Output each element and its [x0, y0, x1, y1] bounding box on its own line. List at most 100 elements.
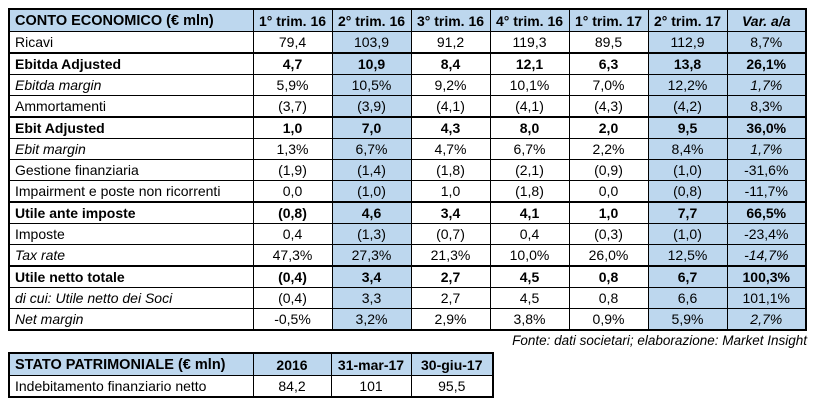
value-cell: 7,7: [647, 201, 728, 224]
value-cell: 10,0%: [489, 244, 570, 267]
value-cell: 1,0: [410, 180, 491, 203]
value-cell: 4,7: [252, 52, 333, 75]
value-cell: (1,4): [331, 159, 412, 181]
value-cell: 101: [330, 375, 412, 398]
value-cell: (0,4): [252, 287, 333, 309]
value-cell: (0,8): [252, 201, 333, 224]
value-cell: 1,7%: [726, 74, 807, 96]
value-cell: 0,4: [489, 223, 570, 245]
value-cell: 0,8: [568, 265, 649, 288]
value-cell: 100,3%: [726, 265, 807, 288]
value-cell: 91,2: [410, 31, 491, 54]
value-cell: (0,8): [647, 180, 728, 203]
value-cell: 0,8: [568, 287, 649, 309]
value-cell: 6,6: [647, 287, 728, 309]
value-cell: 12,1: [489, 52, 570, 75]
column-header: 30-giu-17: [410, 352, 494, 376]
value-cell: 2,7: [410, 265, 491, 288]
row-label: Tax rate: [8, 244, 254, 267]
value-cell: (1,9): [252, 159, 333, 181]
table-row: Ebit Adjusted 1,0 7,0 4,3 8,0 2,0 9,5 36,0%: [8, 116, 807, 139]
row-label: di cui: Utile netto dei Soci: [8, 287, 254, 309]
value-cell: (1,3): [331, 223, 412, 245]
row-label: Impairment e poste non ricorrenti: [8, 180, 254, 203]
value-cell: 1,0: [568, 201, 649, 224]
table-row: di cui: Utile netto dei Soci (0,4) 3,3 2,7 4…: [8, 287, 807, 309]
value-cell: 119,3: [489, 31, 570, 54]
table-row: Ebit margin 1,3% 6,7% 4,7% 6,7% 2,2% 8,4% 1,7%: [8, 138, 807, 160]
column-header: 2° trim. 16: [331, 8, 412, 32]
value-cell: 26,1%: [726, 52, 807, 75]
row-label: Utile ante imposte: [8, 201, 254, 224]
row-label: Utile netto totale: [8, 265, 254, 288]
value-cell: 9,5: [647, 116, 728, 139]
value-cell: -0,5%: [252, 308, 333, 331]
table-row: Ebitda Adjusted 4,7 10,9 8,4 12,1 6,3 13,8 26,1…: [8, 52, 807, 75]
table-row: Ebitda margin 5,9% 10,5% 9,2% 10,1% 7,0% 12,2%…: [8, 74, 807, 96]
value-cell: 95,5: [410, 375, 494, 398]
value-cell: 12,2%: [647, 74, 728, 96]
value-cell: 4,6: [331, 201, 412, 224]
value-cell: 3,4: [331, 265, 412, 288]
value-cell: -11,7%: [726, 180, 807, 203]
value-cell: (0,9): [568, 159, 649, 181]
row-label: Ebit margin: [8, 138, 254, 160]
value-cell: 101,1%: [726, 287, 807, 309]
value-cell: 0,0: [252, 180, 333, 203]
value-cell: (1,8): [410, 159, 491, 181]
value-cell: 0,0: [568, 180, 649, 203]
table-row: Utile netto totale (0,4) 3,4 2,7 4,5 0,8 6,7 10…: [8, 265, 807, 288]
table-row: Utile ante imposte (0,8) 4,6 3,4 4,1 1,0 7,7 66…: [8, 201, 807, 224]
value-cell: 5,9%: [252, 74, 333, 96]
value-cell: 112,9: [647, 31, 728, 54]
column-header: 2016: [252, 352, 332, 376]
value-cell: 103,9: [331, 31, 412, 54]
value-cell: 7,0%: [568, 74, 649, 96]
table-row: Net margin -0,5% 3,2% 2,9% 3,8% 0,9% 5,9% 2,7%: [8, 308, 807, 331]
table-row: Tax rate 47,3% 27,3% 21,3% 10,0% 26,0% 12,5% -1…: [8, 244, 807, 267]
value-cell: 8,4%: [647, 138, 728, 160]
table-row: Ammortamenti (3,7) (3,9) (4,1) (4,1) (4,3) (4,…: [8, 95, 807, 118]
value-cell: 21,3%: [410, 244, 491, 267]
value-cell: (4,2): [647, 95, 728, 118]
value-cell: 8,3%: [726, 95, 807, 118]
value-cell: 0,4: [252, 223, 333, 245]
column-header: 2° trim. 17: [647, 8, 728, 32]
value-cell: 26,0%: [568, 244, 649, 267]
column-header: 31-mar-17: [330, 352, 412, 376]
income-table-title: CONTO ECONOMICO (€ mln): [8, 8, 254, 32]
value-cell: (1,8): [489, 180, 570, 203]
row-label: Indebitamento finanziario netto: [8, 375, 254, 398]
value-cell: 6,7%: [489, 138, 570, 160]
value-cell: 1,7%: [726, 138, 807, 160]
value-cell: (4,1): [489, 95, 570, 118]
row-label: Ebitda margin: [8, 74, 254, 96]
value-cell: -14,7%: [726, 244, 807, 267]
value-cell: 7,0: [331, 116, 412, 139]
column-header: 4° trim. 16: [489, 8, 570, 32]
balance-table-title: STATO PATRIMONIALE (€ mln): [8, 352, 254, 376]
balance-sheet-table: STATO PATRIMONIALE (€ mln) 2016 31-mar-17…: [8, 352, 494, 398]
value-cell: -23,4%: [726, 223, 807, 245]
value-cell: (0,4): [252, 265, 333, 288]
table-row: Imposte 0,4 (1,3) (0,7) 0,4 (0,3) (1,0) -23,4%: [8, 223, 807, 245]
value-cell: 84,2: [252, 375, 332, 398]
value-cell: (0,7): [410, 223, 491, 245]
column-header: Var. a/a: [726, 8, 807, 32]
value-cell: 9,2%: [410, 74, 491, 96]
value-cell: (0,3): [568, 223, 649, 245]
row-label: Ricavi: [8, 31, 254, 54]
value-cell: 66,5%: [726, 201, 807, 224]
value-cell: 10,5%: [331, 74, 412, 96]
value-cell: 8,7%: [726, 31, 807, 54]
value-cell: 0,9%: [568, 308, 649, 331]
value-cell: 4,5: [489, 287, 570, 309]
value-cell: 1,3%: [252, 138, 333, 160]
row-label: Ebit Adjusted: [8, 116, 254, 139]
value-cell: 8,0: [489, 116, 570, 139]
table-row: Impairment e poste non ricorrenti 0,0 (1,0…: [8, 180, 807, 203]
value-cell: 2,9%: [410, 308, 491, 331]
table-row: Indebitamento finanziario netto 84,2 101 95…: [8, 375, 494, 398]
value-cell: 1,0: [252, 116, 333, 139]
